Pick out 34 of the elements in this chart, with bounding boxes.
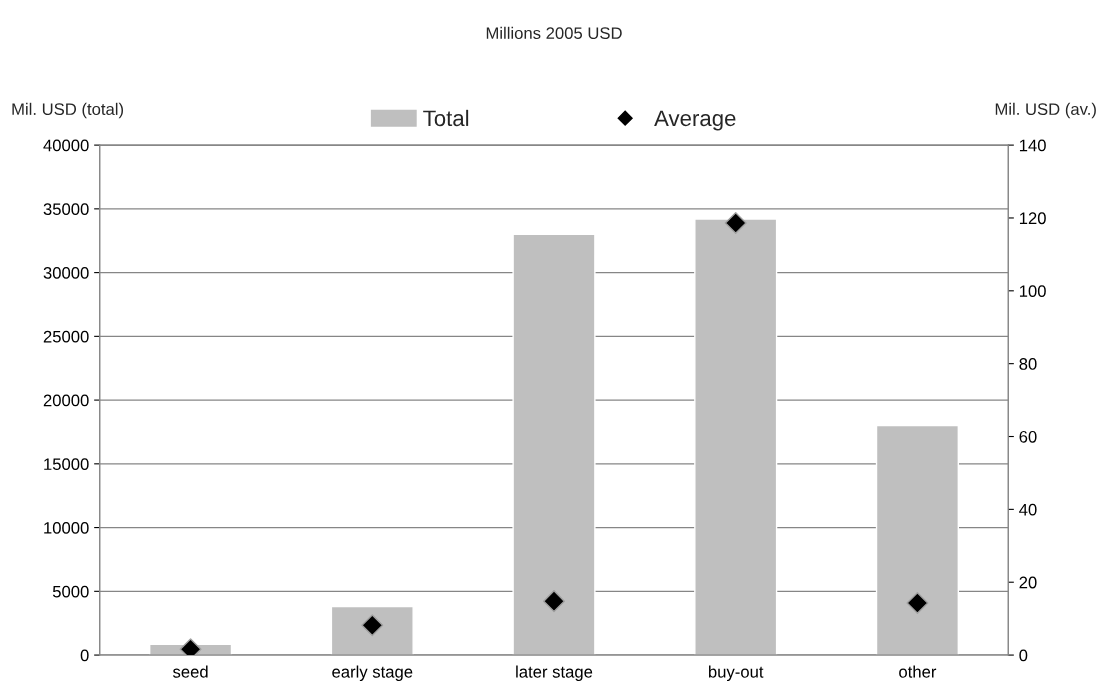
y-tick-label: 5000 xyxy=(52,585,89,598)
x-tick-label: buy-out xyxy=(708,665,764,682)
x-tick-label: other xyxy=(899,665,937,678)
y-axis-title: Mil. USD (total) xyxy=(12,102,124,119)
point xyxy=(724,212,747,235)
point xyxy=(906,591,929,614)
y-tick-label: 20000 xyxy=(43,394,89,407)
y2-tick-label: 100 xyxy=(1019,285,1046,298)
legend-label: Average xyxy=(654,110,736,131)
x-tick-label: later stage xyxy=(516,665,593,682)
y-tick-label: 25000 xyxy=(43,330,89,343)
legend-label: Total xyxy=(423,109,469,127)
bar xyxy=(512,233,596,656)
bar xyxy=(330,605,414,656)
y2-tick-label: 0 xyxy=(1019,649,1028,662)
y-tick-label: 40000 xyxy=(43,139,89,152)
y2-tick-label: 120 xyxy=(1019,212,1046,225)
point xyxy=(543,590,565,613)
y2-axis-title: Mil. USD (av.) xyxy=(995,102,1096,119)
y2-tick-label: 80 xyxy=(1019,358,1037,370)
bar xyxy=(875,424,960,656)
chart-title: Millions 2005 USD xyxy=(486,26,622,40)
y-tick-label: 0 xyxy=(80,649,89,662)
bar xyxy=(694,218,778,656)
y-tick-label: 10000 xyxy=(44,521,89,534)
y2-tick-label: 20 xyxy=(1019,576,1037,589)
y-tick-label: 30000 xyxy=(43,267,89,279)
y-tick-label: 15000 xyxy=(44,458,89,471)
y-tick-label: 35000 xyxy=(43,203,89,216)
x-tick-label: seed xyxy=(172,665,208,678)
x-tick-label: early stage xyxy=(332,665,413,682)
y2-tick-label: 60 xyxy=(1019,430,1037,443)
y2-tick-label: 140 xyxy=(1019,139,1046,152)
y2-tick-label: 40 xyxy=(1019,503,1037,516)
